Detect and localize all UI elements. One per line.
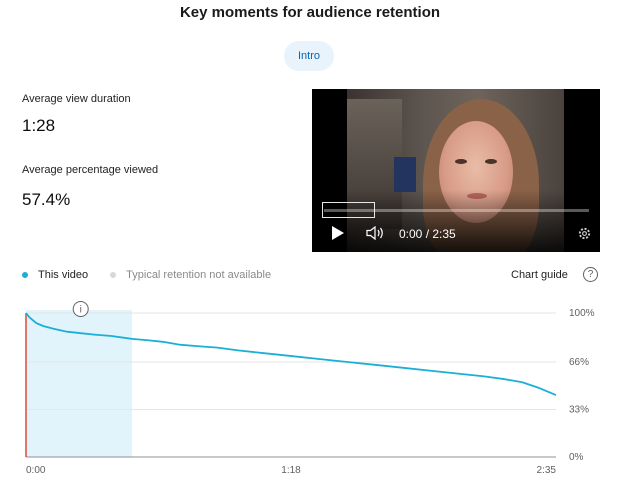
volume-button[interactable]	[366, 225, 386, 243]
settings-icon	[578, 227, 591, 240]
x-tick-label: 0:00	[26, 465, 46, 476]
retention-chart[interactable]: 100% 66% 33% 0% 0:00 1:18 2:35 i	[0, 300, 620, 494]
eye-right	[485, 159, 497, 164]
book	[394, 157, 416, 192]
chart-legend: This video Typical retention not availab…	[22, 269, 271, 281]
this-video-legend-label: This video	[38, 269, 89, 281]
average-view-duration-value: 1:28	[22, 116, 56, 135]
y-tick-label: 33%	[569, 404, 589, 415]
video-player[interactable]: 0:00 / 2:35	[312, 89, 600, 252]
average-view-duration-label: Average view duration	[22, 93, 131, 105]
average-percentage-viewed-label: Average percentage viewed	[22, 164, 159, 176]
video-time: 0:00 / 2:35	[399, 227, 456, 241]
this-video-legend-dot	[22, 272, 28, 278]
eye-left	[455, 159, 467, 164]
info-icon	[72, 301, 89, 317]
page-title: Key moments for audience retention	[179, 4, 441, 21]
key-moment-highlight	[26, 310, 132, 457]
play-icon	[332, 226, 344, 240]
y-tick-label: 66%	[569, 357, 589, 368]
volume-icon	[366, 225, 383, 241]
key-moment-intro-chip[interactable]: Intro	[284, 41, 334, 71]
y-tick-label: 0%	[569, 452, 584, 463]
average-percentage-viewed-value: 57.4%	[22, 190, 71, 209]
play-button[interactable]	[331, 225, 345, 244]
scrub-preview-frame	[322, 202, 375, 218]
settings-button[interactable]	[577, 226, 592, 244]
x-tick-label: 1:18	[281, 465, 301, 476]
x-tick-label: 2:35	[537, 465, 557, 476]
info-icon-glyph: i	[80, 305, 82, 316]
y-tick-label: 100%	[569, 308, 595, 319]
chart-guide-link[interactable]: Chart guide	[511, 269, 568, 281]
retention-line	[25, 312, 557, 396]
controls-gradient	[312, 190, 600, 252]
help-icon[interactable]: ?	[583, 267, 598, 282]
typical-retention-legend-dot	[110, 272, 117, 278]
video-progress-bar[interactable]	[324, 209, 589, 212]
typical-retention-legend-label: Typical retention not available	[126, 269, 272, 281]
